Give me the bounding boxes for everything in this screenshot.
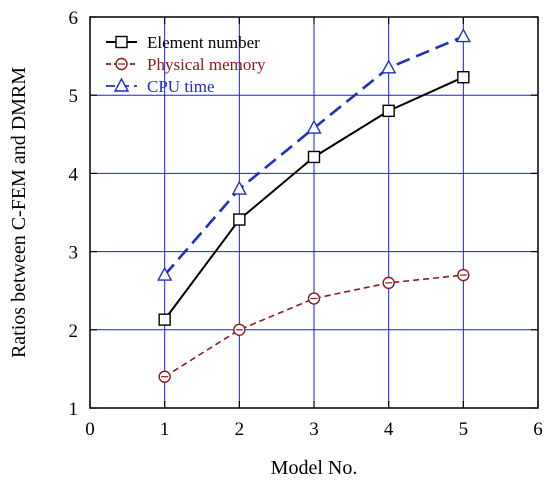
- data-point: [231, 180, 248, 195]
- x-tick-label: 4: [384, 419, 394, 440]
- series-element-number: [158, 71, 470, 326]
- data-point: [307, 150, 321, 164]
- legend-marker: [115, 57, 128, 71]
- legend: Element number Physical memory CPU time: [106, 33, 266, 96]
- x-tick-label: 0: [85, 419, 95, 440]
- data-point: [457, 71, 470, 84]
- data-point: [382, 276, 395, 290]
- y-tick-label: 5: [69, 86, 79, 107]
- legend-label: Element number: [147, 33, 260, 52]
- x-tick-label: 1: [160, 419, 170, 440]
- data-point: [233, 323, 246, 336]
- x-axis-title: Model No.: [271, 457, 358, 479]
- legend-label: Physical memory: [147, 55, 266, 74]
- axis-ticks: [89, 16, 539, 409]
- data-point: [457, 268, 470, 282]
- series-line: [164, 274, 464, 378]
- data-point: [307, 292, 321, 305]
- series-group: [156, 28, 472, 383]
- x-tick-label: 3: [309, 419, 319, 440]
- data-point: [158, 370, 171, 383]
- y-tick-label: 2: [69, 321, 79, 342]
- y-tick-label: 6: [69, 8, 79, 29]
- data-point: [455, 28, 472, 43]
- x-tick-label: 6: [533, 419, 543, 440]
- data-point: [156, 266, 173, 281]
- series-physical-memory: [158, 268, 470, 383]
- series-cpu-time: [156, 28, 472, 281]
- legend-marker: [115, 35, 128, 49]
- legend-label: CPU time: [147, 77, 215, 96]
- grid-lines: [90, 17, 538, 408]
- y-tick-label: 1: [69, 399, 79, 420]
- y-tick-label: 4: [69, 164, 79, 185]
- data-point: [382, 104, 395, 118]
- data-point: [158, 313, 171, 326]
- data-point: [380, 59, 397, 74]
- data-point: [306, 119, 322, 134]
- legend-marker: [113, 77, 130, 92]
- y-axis-title: Ratios between C-FEM and DMRM: [8, 67, 30, 358]
- x-tick-label: 5: [459, 419, 469, 440]
- data-point: [233, 213, 246, 226]
- y-tick-label: 3: [69, 243, 79, 264]
- x-tick-label: 2: [235, 419, 245, 440]
